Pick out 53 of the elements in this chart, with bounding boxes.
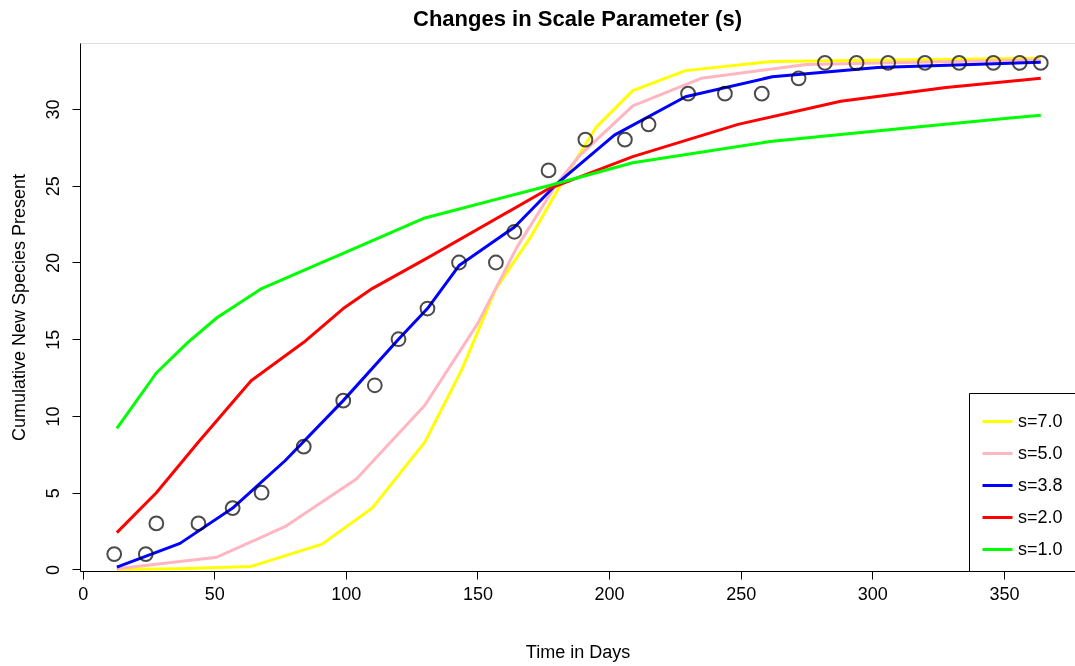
point xyxy=(880,55,896,71)
point xyxy=(753,85,770,102)
point xyxy=(577,131,594,148)
point xyxy=(366,377,383,394)
y-axis-title: Cumulative New Species Present xyxy=(8,173,29,442)
legend-label: s=7.0 xyxy=(1018,410,1063,431)
x-tick-label: 100 xyxy=(331,583,362,604)
point xyxy=(790,70,807,87)
legend-label: s=2.0 xyxy=(1018,506,1063,527)
point xyxy=(680,85,696,102)
point xyxy=(616,131,633,148)
x-tick-label: 0 xyxy=(78,583,89,604)
point xyxy=(148,515,165,532)
point xyxy=(488,254,504,271)
point xyxy=(390,331,407,348)
y-tick-label: 25 xyxy=(42,176,63,197)
y-tick-label: 30 xyxy=(42,99,63,120)
point xyxy=(253,484,270,501)
point xyxy=(295,438,312,455)
point xyxy=(190,515,207,532)
point xyxy=(640,116,657,133)
point xyxy=(224,500,241,516)
point xyxy=(1032,55,1049,71)
point xyxy=(951,55,968,71)
point xyxy=(848,55,865,71)
point xyxy=(540,162,557,179)
x-tick-label: 150 xyxy=(462,583,493,604)
point xyxy=(419,300,436,317)
x-tick-label: 250 xyxy=(726,583,757,604)
y-tick-label: 15 xyxy=(42,329,63,350)
y-tick-label: 20 xyxy=(42,252,63,273)
point xyxy=(106,546,123,562)
y-tick-label: 0 xyxy=(42,564,63,575)
point xyxy=(137,546,154,562)
x-tick-label: 50 xyxy=(204,583,225,604)
x-tick-label: 300 xyxy=(857,583,888,604)
x-tick-label: 350 xyxy=(989,583,1020,604)
point xyxy=(917,55,933,71)
x-tick-label: 200 xyxy=(594,583,625,604)
x-axis-title: Time in Days xyxy=(525,641,631,662)
y-tick-label: 10 xyxy=(42,406,63,427)
point xyxy=(985,55,1002,71)
chart-title: Changes in Scale Parameter (s) xyxy=(413,6,742,31)
point xyxy=(335,392,352,409)
legend-label: s=3.8 xyxy=(1018,474,1063,495)
y-tick-label: 5 xyxy=(42,488,63,499)
point xyxy=(506,223,523,240)
legend-label: s=1.0 xyxy=(1018,538,1063,559)
legend-label: s=5.0 xyxy=(1018,442,1063,463)
point xyxy=(817,55,833,71)
point xyxy=(1011,55,1028,71)
point xyxy=(717,85,733,102)
point xyxy=(451,254,467,271)
